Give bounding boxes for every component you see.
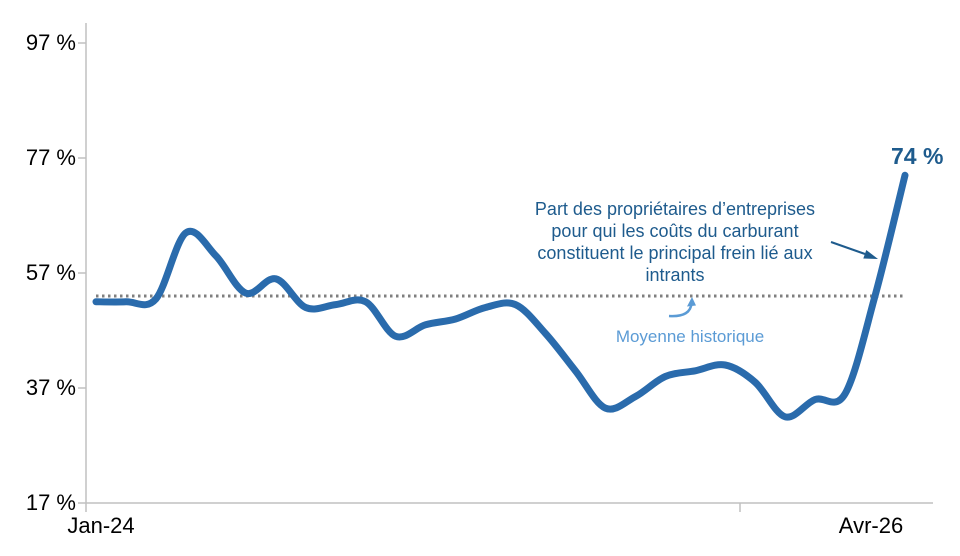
- series-annotation: Part des propriétaires d’entreprises pou…: [500, 198, 850, 286]
- y-tick-label-37: 37 %: [25, 375, 76, 400]
- annotation-line-3: constituent le principal frein lié aux: [537, 243, 813, 263]
- x-axis-label-end: Avr-26: [838, 513, 904, 538]
- y-tick-label-77: 77 %: [25, 145, 76, 170]
- y-tick-label-17: 17 %: [25, 490, 76, 515]
- curved-arrow-icon: [668, 297, 696, 318]
- line-series: [92, 171, 909, 421]
- annotation-line-4: intrants: [645, 265, 705, 285]
- y-axis-ticks: [78, 42, 86, 504]
- annotation-arrow-icon: [830, 241, 878, 259]
- historical-average-label: Moyenne historique: [615, 327, 765, 346]
- y-tick-label-97: 97 %: [25, 30, 76, 55]
- annotation-line-1: Part des propriétaires d’entreprises: [534, 199, 816, 219]
- x-axis-label-start: Jan-24: [67, 513, 135, 538]
- y-tick-label-57: 57 %: [25, 260, 76, 285]
- annotation-line-2: pour qui les coûts du carburant: [551, 221, 799, 241]
- series-end-value-label: 74 %: [891, 143, 944, 169]
